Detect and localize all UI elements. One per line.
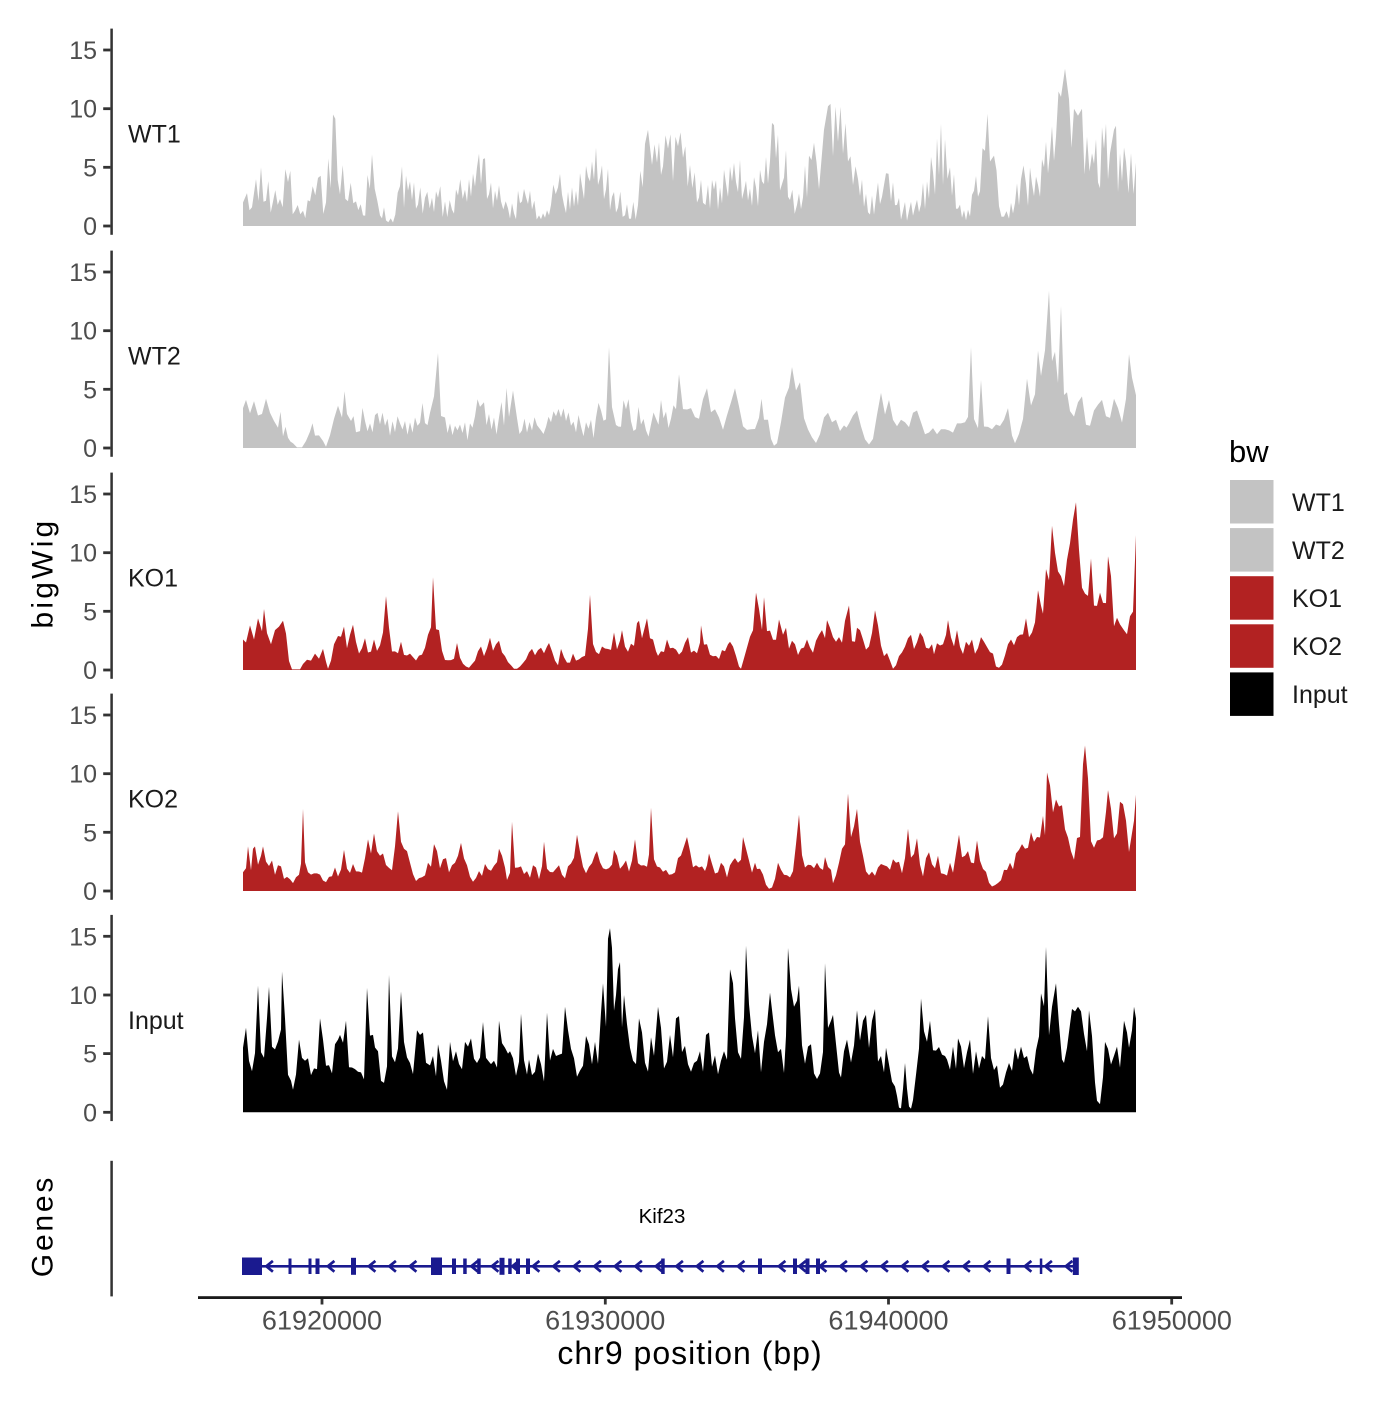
- svg-text:0: 0: [83, 1099, 97, 1127]
- svg-text:WT2: WT2: [128, 343, 181, 371]
- svg-text:Input: Input: [1292, 681, 1348, 709]
- svg-text:KO1: KO1: [1292, 585, 1342, 613]
- svg-text:0: 0: [83, 878, 97, 906]
- svg-text:chr9 position (bp): chr9 position (bp): [557, 1335, 822, 1371]
- svg-text:10: 10: [69, 761, 97, 789]
- svg-text:10: 10: [69, 982, 97, 1010]
- svg-text:KO1: KO1: [128, 565, 178, 593]
- svg-text:Kif23: Kif23: [639, 1205, 686, 1228]
- svg-text:WT2: WT2: [1292, 537, 1345, 565]
- svg-text:61930000: 61930000: [545, 1306, 665, 1336]
- svg-text:10: 10: [69, 540, 97, 568]
- svg-text:5: 5: [83, 154, 97, 182]
- svg-text:15: 15: [69, 702, 97, 730]
- svg-text:5: 5: [83, 1041, 97, 1069]
- svg-text:5: 5: [83, 598, 97, 626]
- svg-text:15: 15: [69, 481, 97, 509]
- svg-text:Genes: Genes: [27, 1175, 60, 1277]
- svg-text:KO2: KO2: [128, 786, 178, 814]
- svg-text:Input: Input: [128, 1007, 184, 1035]
- svg-text:bigWig: bigWig: [27, 518, 60, 629]
- svg-text:10: 10: [69, 318, 97, 346]
- svg-text:10: 10: [69, 96, 97, 124]
- svg-text:5: 5: [83, 376, 97, 404]
- svg-text:0: 0: [83, 213, 97, 241]
- svg-text:61920000: 61920000: [262, 1306, 382, 1336]
- svg-text:15: 15: [69, 923, 97, 951]
- svg-text:bw: bw: [1229, 434, 1269, 469]
- svg-text:WT1: WT1: [1292, 489, 1345, 517]
- svg-text:61950000: 61950000: [1112, 1306, 1232, 1336]
- svg-text:0: 0: [83, 657, 97, 685]
- svg-text:WT1: WT1: [128, 121, 181, 149]
- svg-text:61940000: 61940000: [828, 1306, 948, 1336]
- svg-text:15: 15: [69, 37, 97, 65]
- svg-text:0: 0: [83, 435, 97, 463]
- svg-text:KO2: KO2: [1292, 633, 1342, 661]
- svg-text:15: 15: [69, 259, 97, 287]
- svg-text:5: 5: [83, 819, 97, 847]
